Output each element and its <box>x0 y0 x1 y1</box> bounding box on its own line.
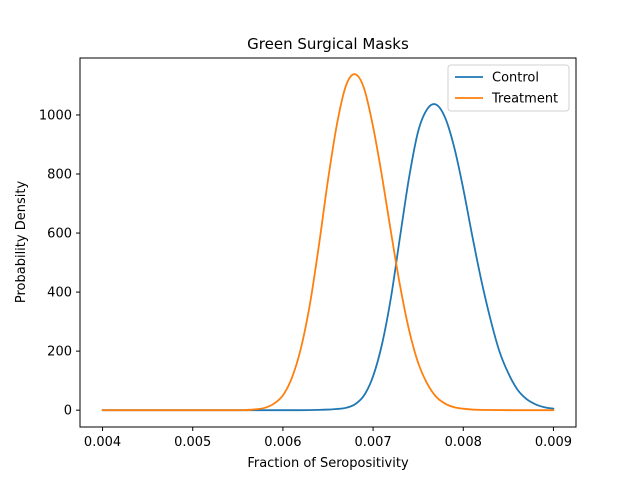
series-line-control <box>101 103 555 412</box>
x-tick-label: 0.008 <box>445 435 482 450</box>
series-line-treatment <box>101 73 555 412</box>
y-axis-label: Probability Density <box>14 181 29 304</box>
x-tick-label: 0.007 <box>354 435 391 450</box>
y-tick-label: 200 <box>47 345 72 360</box>
legend-label-control: Control <box>492 71 539 86</box>
x-tick-label: 0.006 <box>264 435 301 450</box>
y-tick-label: 800 <box>47 168 72 183</box>
chart-title: Green Surgical Masks <box>247 35 409 53</box>
y-axis: 0 200 400 600 800 1000 <box>39 108 80 419</box>
series-lines <box>101 73 555 412</box>
y-tick-label: 600 <box>47 227 72 242</box>
plot-frame <box>79 57 577 428</box>
legend-label-treatment: Treatment <box>491 92 558 107</box>
x-tick-label: 0.005 <box>174 435 211 450</box>
y-tick-label: 0 <box>64 404 72 419</box>
x-axis-label: Fraction of Seropositivity <box>247 456 409 471</box>
y-tick-label: 1000 <box>39 108 72 123</box>
x-axis: 0.004 0.005 0.006 0.007 0.008 0.009 <box>84 427 572 450</box>
x-tick-label: 0.004 <box>84 435 121 450</box>
y-tick-label: 400 <box>47 286 72 301</box>
legend: Control Treatment <box>447 64 570 112</box>
x-tick-label: 0.009 <box>535 435 572 450</box>
